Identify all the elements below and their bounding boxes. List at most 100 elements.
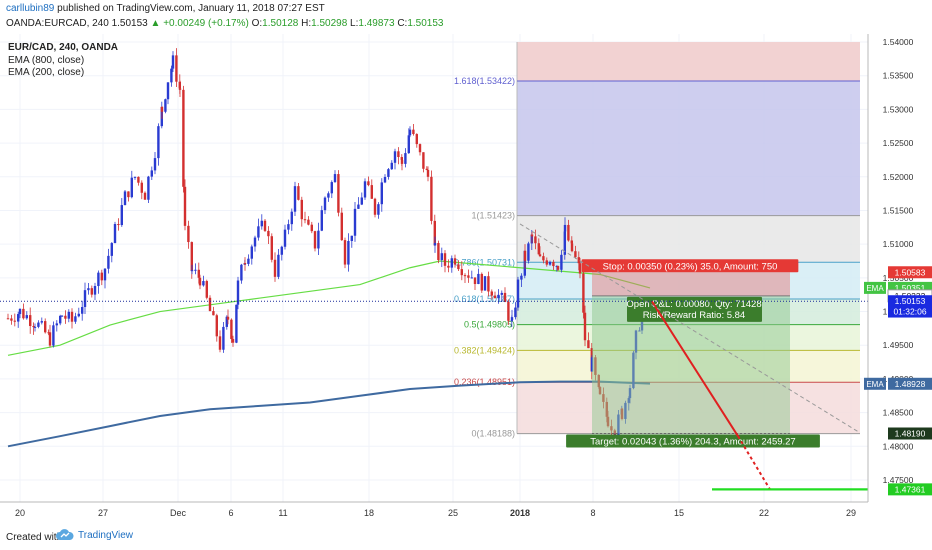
candle-body	[363, 181, 367, 198]
candle-body	[507, 302, 510, 321]
candle-body	[473, 277, 477, 285]
candle-body	[383, 176, 387, 183]
time-tick-label: 22	[759, 508, 769, 518]
candle-body	[208, 297, 212, 312]
candle-body	[563, 231, 566, 255]
candle-body	[552, 261, 555, 267]
fibonacci-retracement[interactable]: 1.618(1.53422) 1(1.51423) 0.786(1.50731) 0.…	[454, 42, 860, 439]
long-position-tool[interactable]: Stop: 0.00350 (0.23%) 35.0, Amount: 750 O…	[566, 259, 820, 448]
fib-zone-top	[517, 42, 860, 81]
candle-body	[397, 151, 400, 158]
candle-body	[212, 311, 215, 316]
candle-body	[70, 311, 74, 322]
created-with-text: Created with	[6, 532, 63, 543]
candle-body	[460, 269, 463, 276]
legend-ema-200[interactable]: EMA (200, close)	[8, 67, 85, 78]
price-tick-label: 1.48500	[883, 408, 914, 418]
candle-body	[205, 281, 208, 298]
candle-body	[55, 323, 58, 326]
candle-body	[263, 220, 267, 231]
candle-body	[130, 177, 133, 198]
candle-body	[240, 264, 243, 281]
author-link[interactable]: carllubin89	[6, 3, 55, 14]
candle-body	[280, 246, 283, 255]
candle-body	[273, 259, 277, 277]
time-axis[interactable]: 20 27 Dec 6 11 18 25 2018 8 15 22 29	[0, 501, 868, 518]
candle-body	[433, 220, 436, 246]
price-tick-label: 1.48000	[883, 441, 914, 451]
candle-body	[77, 313, 80, 317]
candle-body	[537, 243, 540, 255]
candle-body	[157, 126, 160, 159]
candle-body	[353, 208, 357, 236]
candle-body	[490, 291, 493, 296]
price-change: ▲ +0.00249 (+0.17%)	[150, 18, 249, 29]
time-tick-label: 18	[364, 508, 374, 518]
price-axis[interactable]: 1.54000 1.53500 1.53000 1.52500 1.52000 1.515…	[864, 34, 932, 502]
candle-body	[587, 340, 590, 349]
fib-level-label: 0.236(1.48951)	[454, 377, 515, 387]
price-chart[interactable]: 1.618(1.53422) 1(1.51423) 0.786(1.50731) 0.…	[0, 34, 932, 524]
price-tag-label: 1.50153	[895, 296, 926, 306]
open-pnl-label: Open P&L: 0.00080, Qty: 71428	[626, 299, 761, 310]
candle-body	[426, 169, 430, 177]
candle-body	[120, 205, 123, 226]
candle-body	[400, 160, 404, 164]
candle-body	[412, 129, 415, 135]
candle-body	[415, 134, 418, 145]
footer: Created with TradingView	[0, 524, 932, 550]
drawing-lines[interactable]	[0, 223, 880, 491]
candle-body	[18, 308, 22, 315]
published-text: published on TradingView.com, January 11…	[57, 3, 325, 14]
target-label-bg	[566, 434, 820, 448]
trend-line	[519, 223, 861, 434]
price-tag-bg	[888, 377, 932, 390]
tradingview-brand-text: TradingView	[78, 529, 134, 541]
candle-body	[178, 88, 182, 90]
time-tick-label: 11	[278, 508, 287, 518]
candle-body	[166, 82, 170, 100]
candle-body	[48, 332, 52, 346]
candle-body	[202, 281, 205, 286]
price-tick-label: 1.52000	[883, 172, 914, 182]
candle-body	[320, 210, 323, 231]
symbol-info: OANDA:EURCAD, 240 1.50153 ▲ +0.00249 (+0…	[6, 18, 443, 29]
fib-level-label: 0.5(1.49805)	[464, 320, 515, 330]
candle-body	[171, 55, 175, 69]
candle-body	[583, 312, 587, 341]
candle-body	[483, 276, 487, 291]
ohlc-low-label: L:	[350, 18, 359, 29]
candle-body	[357, 204, 360, 209]
candle-body	[390, 162, 393, 170]
price-tick-label: 1.51000	[883, 239, 914, 249]
candle-body	[477, 273, 480, 285]
candle-body	[425, 168, 428, 170]
candle-body	[110, 243, 113, 256]
candle-body	[59, 315, 62, 324]
legend-ema-800[interactable]: EMA (800, close)	[8, 54, 85, 66]
candle-body	[430, 176, 433, 221]
legend-symbol: EUR/CAD, 240, OANDA	[8, 42, 119, 53]
tradingview-brand[interactable]: TradingView	[56, 529, 133, 541]
price-tick-label: 1.52500	[883, 138, 914, 148]
fib-level-label: 0.618(1.50187)	[454, 294, 515, 304]
risk-reward-label: Risk/Reward Ratio: 5.84	[643, 310, 745, 321]
price-tag-label: 01:32:06	[893, 307, 926, 317]
time-tick-label: Dec	[170, 508, 187, 518]
candle-body	[530, 234, 534, 237]
candle-body	[113, 224, 117, 244]
candle-body	[343, 240, 347, 265]
candle-body	[190, 270, 194, 272]
fib-level-label: 1(1.51423)	[471, 211, 515, 221]
price-tag-bg	[888, 266, 932, 279]
candle-body	[123, 191, 127, 206]
ema-200-line	[7, 380, 651, 448]
candle-body	[107, 255, 110, 269]
candle-body	[29, 315, 32, 326]
price-tag-label: 1.50351	[895, 283, 926, 293]
candle-body	[140, 182, 143, 193]
candle-body	[90, 288, 93, 295]
candle-body	[370, 185, 373, 199]
candle-body	[153, 158, 157, 171]
candle-body	[147, 176, 150, 200]
